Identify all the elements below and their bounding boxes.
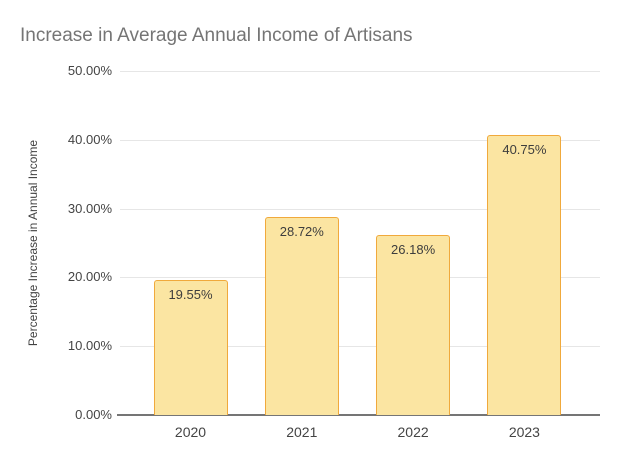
bar-value-label: 26.18% <box>391 241 436 257</box>
bar-value-label: 19.55% <box>168 287 213 303</box>
y-axis-title: Percentage Increase in Annual Income <box>26 139 40 347</box>
y-tick-label: 50.00% <box>67 63 112 78</box>
y-tick-label: 30.00% <box>67 200 112 216</box>
bar-2023[interactable] <box>487 134 562 415</box>
bar-value-label: 40.75% <box>502 141 547 157</box>
x-tick-label: 2022 <box>397 424 429 440</box>
bar-2022[interactable] <box>376 234 451 415</box>
x-tick-label: 2020 <box>174 424 207 440</box>
bar-2020[interactable] <box>153 280 228 415</box>
gridline <box>120 71 600 72</box>
gridline <box>120 277 600 279</box>
x-tick-label: 2023 <box>508 424 540 440</box>
y-tick-label: 0.00% <box>75 407 112 422</box>
y-tick-label: 40.00% <box>67 131 112 147</box>
x-tick-label: 2021 <box>286 424 318 440</box>
chart-title: Increase in Average Annual Income of Art… <box>20 25 413 46</box>
y-tick-label: 10.00% <box>67 338 112 354</box>
y-tick-label: 20.00% <box>67 269 112 285</box>
gridline <box>120 139 600 141</box>
bar-2021[interactable] <box>264 217 339 415</box>
gridline <box>120 346 600 348</box>
bar-value-label: 28.72% <box>279 224 324 240</box>
gridline <box>120 208 600 210</box>
x-axis-line <box>117 414 600 416</box>
